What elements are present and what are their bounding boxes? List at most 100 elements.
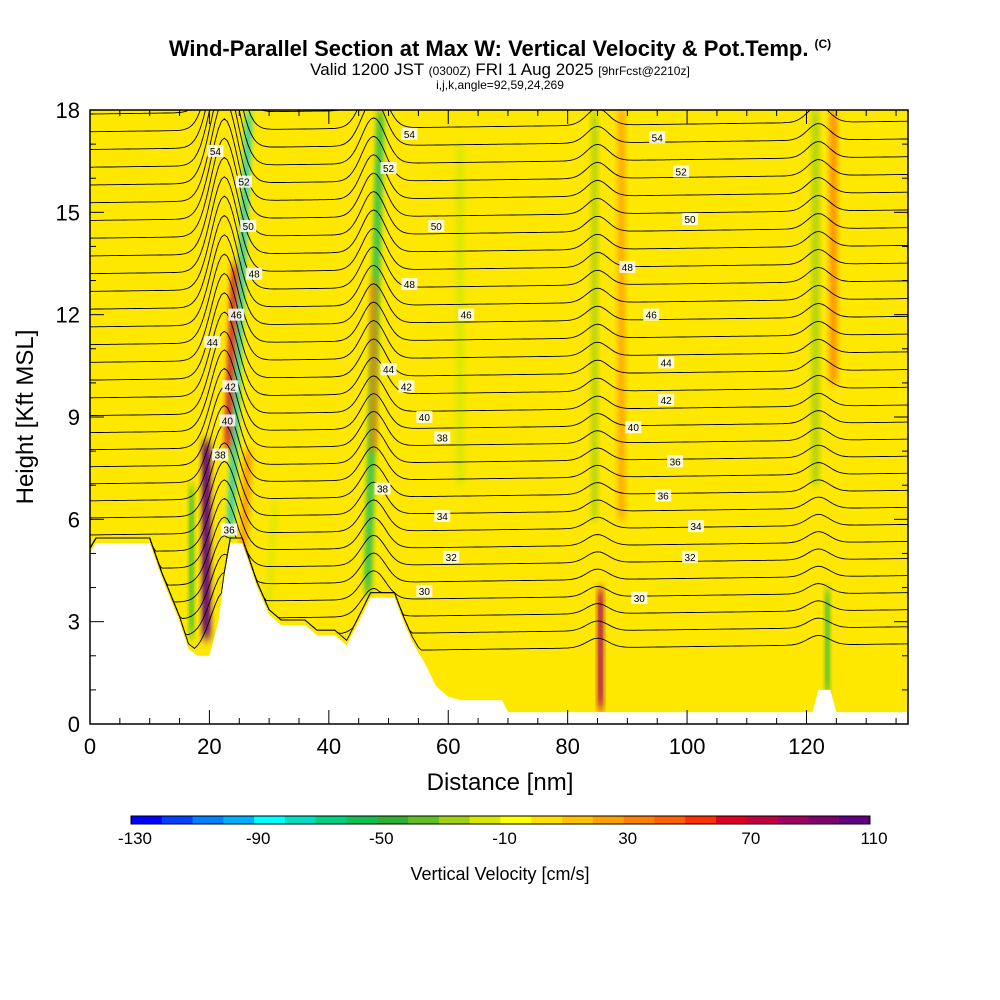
isentrope-label-text: 40 bbox=[628, 423, 640, 434]
isentrope-label: 50 bbox=[240, 219, 257, 233]
isentrope-line bbox=[90, 497, 908, 569]
title-main: Wind-Parallel Section at Max W: Vertical… bbox=[168, 36, 809, 61]
colorbar-swatch bbox=[654, 816, 686, 824]
isentrope-label-text: 36 bbox=[224, 526, 236, 537]
isentrope-label: 46 bbox=[458, 308, 475, 322]
isentrope-label-text: 38 bbox=[437, 433, 449, 444]
y-tick-label: 6 bbox=[68, 507, 80, 532]
isentrope-label-text: 38 bbox=[377, 485, 389, 496]
y-tick-label: 9 bbox=[68, 405, 80, 430]
isentrope-label-bg bbox=[682, 213, 699, 226]
isentrope-label-text: 54 bbox=[652, 133, 664, 144]
isentrope-label: 48 bbox=[246, 267, 263, 281]
isentrope-label: 38 bbox=[374, 482, 391, 496]
isentrope-label: 52 bbox=[673, 165, 690, 178]
isentrope-line bbox=[90, 535, 908, 603]
isentrope-label-bg bbox=[401, 127, 418, 140]
isentrope-label: 30 bbox=[416, 584, 433, 598]
colorbar-swatch bbox=[315, 816, 347, 824]
isentrope-line bbox=[90, 460, 908, 536]
colorbar-tick-label: -130 bbox=[118, 829, 152, 848]
isentrope-label-bg bbox=[240, 219, 257, 232]
isentrope-line bbox=[90, 110, 908, 204]
isentrope-label-text: 42 bbox=[401, 382, 413, 393]
colorbar-tick-label: 70 bbox=[741, 829, 760, 848]
isentrope-line bbox=[90, 195, 908, 292]
isentrope-label-bg bbox=[207, 144, 224, 157]
isentrope-label: 40 bbox=[625, 421, 642, 434]
isentrope-label-bg bbox=[398, 380, 415, 393]
isentrope-label-bg bbox=[458, 308, 475, 321]
isentrope-label: 36 bbox=[221, 523, 238, 537]
valid-zulu: (0300Z) bbox=[428, 64, 471, 78]
x-axis-label: Distance [nm] bbox=[427, 769, 574, 796]
colorbar-swatch bbox=[716, 816, 748, 824]
isentrope-line bbox=[90, 311, 908, 399]
colorbar-swatch bbox=[284, 816, 317, 824]
isentrope-label: 48 bbox=[619, 260, 636, 274]
isentrope-label: 40 bbox=[416, 411, 433, 424]
isentrope-label: 46 bbox=[643, 308, 660, 322]
isentrope-label: 52 bbox=[380, 161, 397, 175]
isentrope-label: 32 bbox=[443, 550, 460, 564]
ijk-subtitle: i,j,k,angle=92,59,24,269 bbox=[436, 78, 564, 92]
colorbar-tick-label: 30 bbox=[618, 829, 637, 848]
isentrope-label: 44 bbox=[658, 356, 675, 369]
colorbar-swatch bbox=[223, 816, 255, 824]
valid-prefix: Valid 1200 JST bbox=[310, 60, 424, 79]
y-tick-label: 3 bbox=[68, 610, 80, 635]
isentrope-label: 34 bbox=[434, 509, 451, 523]
isentrope-label-text: 44 bbox=[661, 358, 673, 369]
colorbar-tick-label: -50 bbox=[369, 829, 394, 848]
isentrope-label-text: 52 bbox=[676, 167, 688, 178]
isentrope-label: 54 bbox=[649, 131, 666, 144]
isentrope-label-bg bbox=[619, 260, 636, 273]
isentrope-label-text: 52 bbox=[238, 178, 250, 189]
isentrope-line bbox=[90, 537, 908, 620]
colorbar-swatch bbox=[438, 816, 471, 824]
velocity-feature bbox=[591, 110, 598, 520]
isentrope-label-text: 48 bbox=[249, 270, 261, 281]
isentrope-line bbox=[90, 137, 908, 239]
colorbar-swatch bbox=[377, 816, 409, 824]
isentrope-label: 44 bbox=[204, 335, 221, 349]
isentrope-line bbox=[90, 0, 908, 96]
isentropes bbox=[90, 0, 908, 651]
isentrope-labels: 54 54 54 52 52 52 50 50 50 48 48 48 46 46 46 44 44 44 42 42… bbox=[204, 127, 705, 605]
isentrope-label-bg bbox=[219, 414, 236, 427]
isentrope-label-text: 44 bbox=[383, 365, 395, 376]
colorbar: -130 -90 -50 -10 30 70 110 bbox=[118, 815, 888, 848]
x-tick-label: 120 bbox=[788, 734, 825, 759]
isentrope-label-text: 42 bbox=[225, 382, 237, 393]
isentrope-line bbox=[90, 516, 908, 586]
isentrope-label-bg bbox=[643, 308, 660, 321]
isentrope-label: 46 bbox=[228, 308, 245, 322]
isentrope-label-bg bbox=[682, 550, 699, 563]
isentrope-label-bg bbox=[443, 550, 460, 563]
colorbar-swatch bbox=[777, 816, 809, 824]
colorbar-swatch bbox=[531, 816, 563, 824]
chart-subtitle: Valid 1200 JST (0300Z) FRI 1 Aug 2025 [9… bbox=[0, 60, 1000, 80]
isentrope-line bbox=[90, 367, 908, 451]
isentrope-line bbox=[90, 537, 908, 636]
isentrope-label-text: 30 bbox=[634, 594, 646, 605]
isentrope-label-text: 54 bbox=[404, 130, 416, 141]
x-tick-label: 80 bbox=[555, 734, 579, 759]
valid-date: FRI 1 Aug 2025 bbox=[475, 60, 594, 79]
isentrope-label-text: 50 bbox=[685, 215, 697, 226]
colorbar-swatch bbox=[346, 816, 378, 824]
isentrope-label-bg bbox=[222, 380, 239, 393]
colorbar-swatch bbox=[469, 816, 501, 824]
isentrope-line bbox=[90, 292, 908, 381]
isentrope-label: 50 bbox=[682, 213, 699, 226]
isentrope-label-bg bbox=[673, 165, 690, 178]
isentrope-label: 38 bbox=[212, 448, 229, 462]
isentrope-label: 38 bbox=[434, 431, 451, 444]
isentrope-label-text: 34 bbox=[437, 512, 449, 523]
colorbar-swatch bbox=[408, 816, 440, 824]
isentrope-label-text: 32 bbox=[685, 553, 697, 564]
isentrope-line bbox=[90, 479, 908, 552]
x-tick-label: 40 bbox=[317, 734, 341, 759]
isentrope-label: 52 bbox=[236, 175, 253, 189]
isentrope-line bbox=[90, 156, 908, 257]
